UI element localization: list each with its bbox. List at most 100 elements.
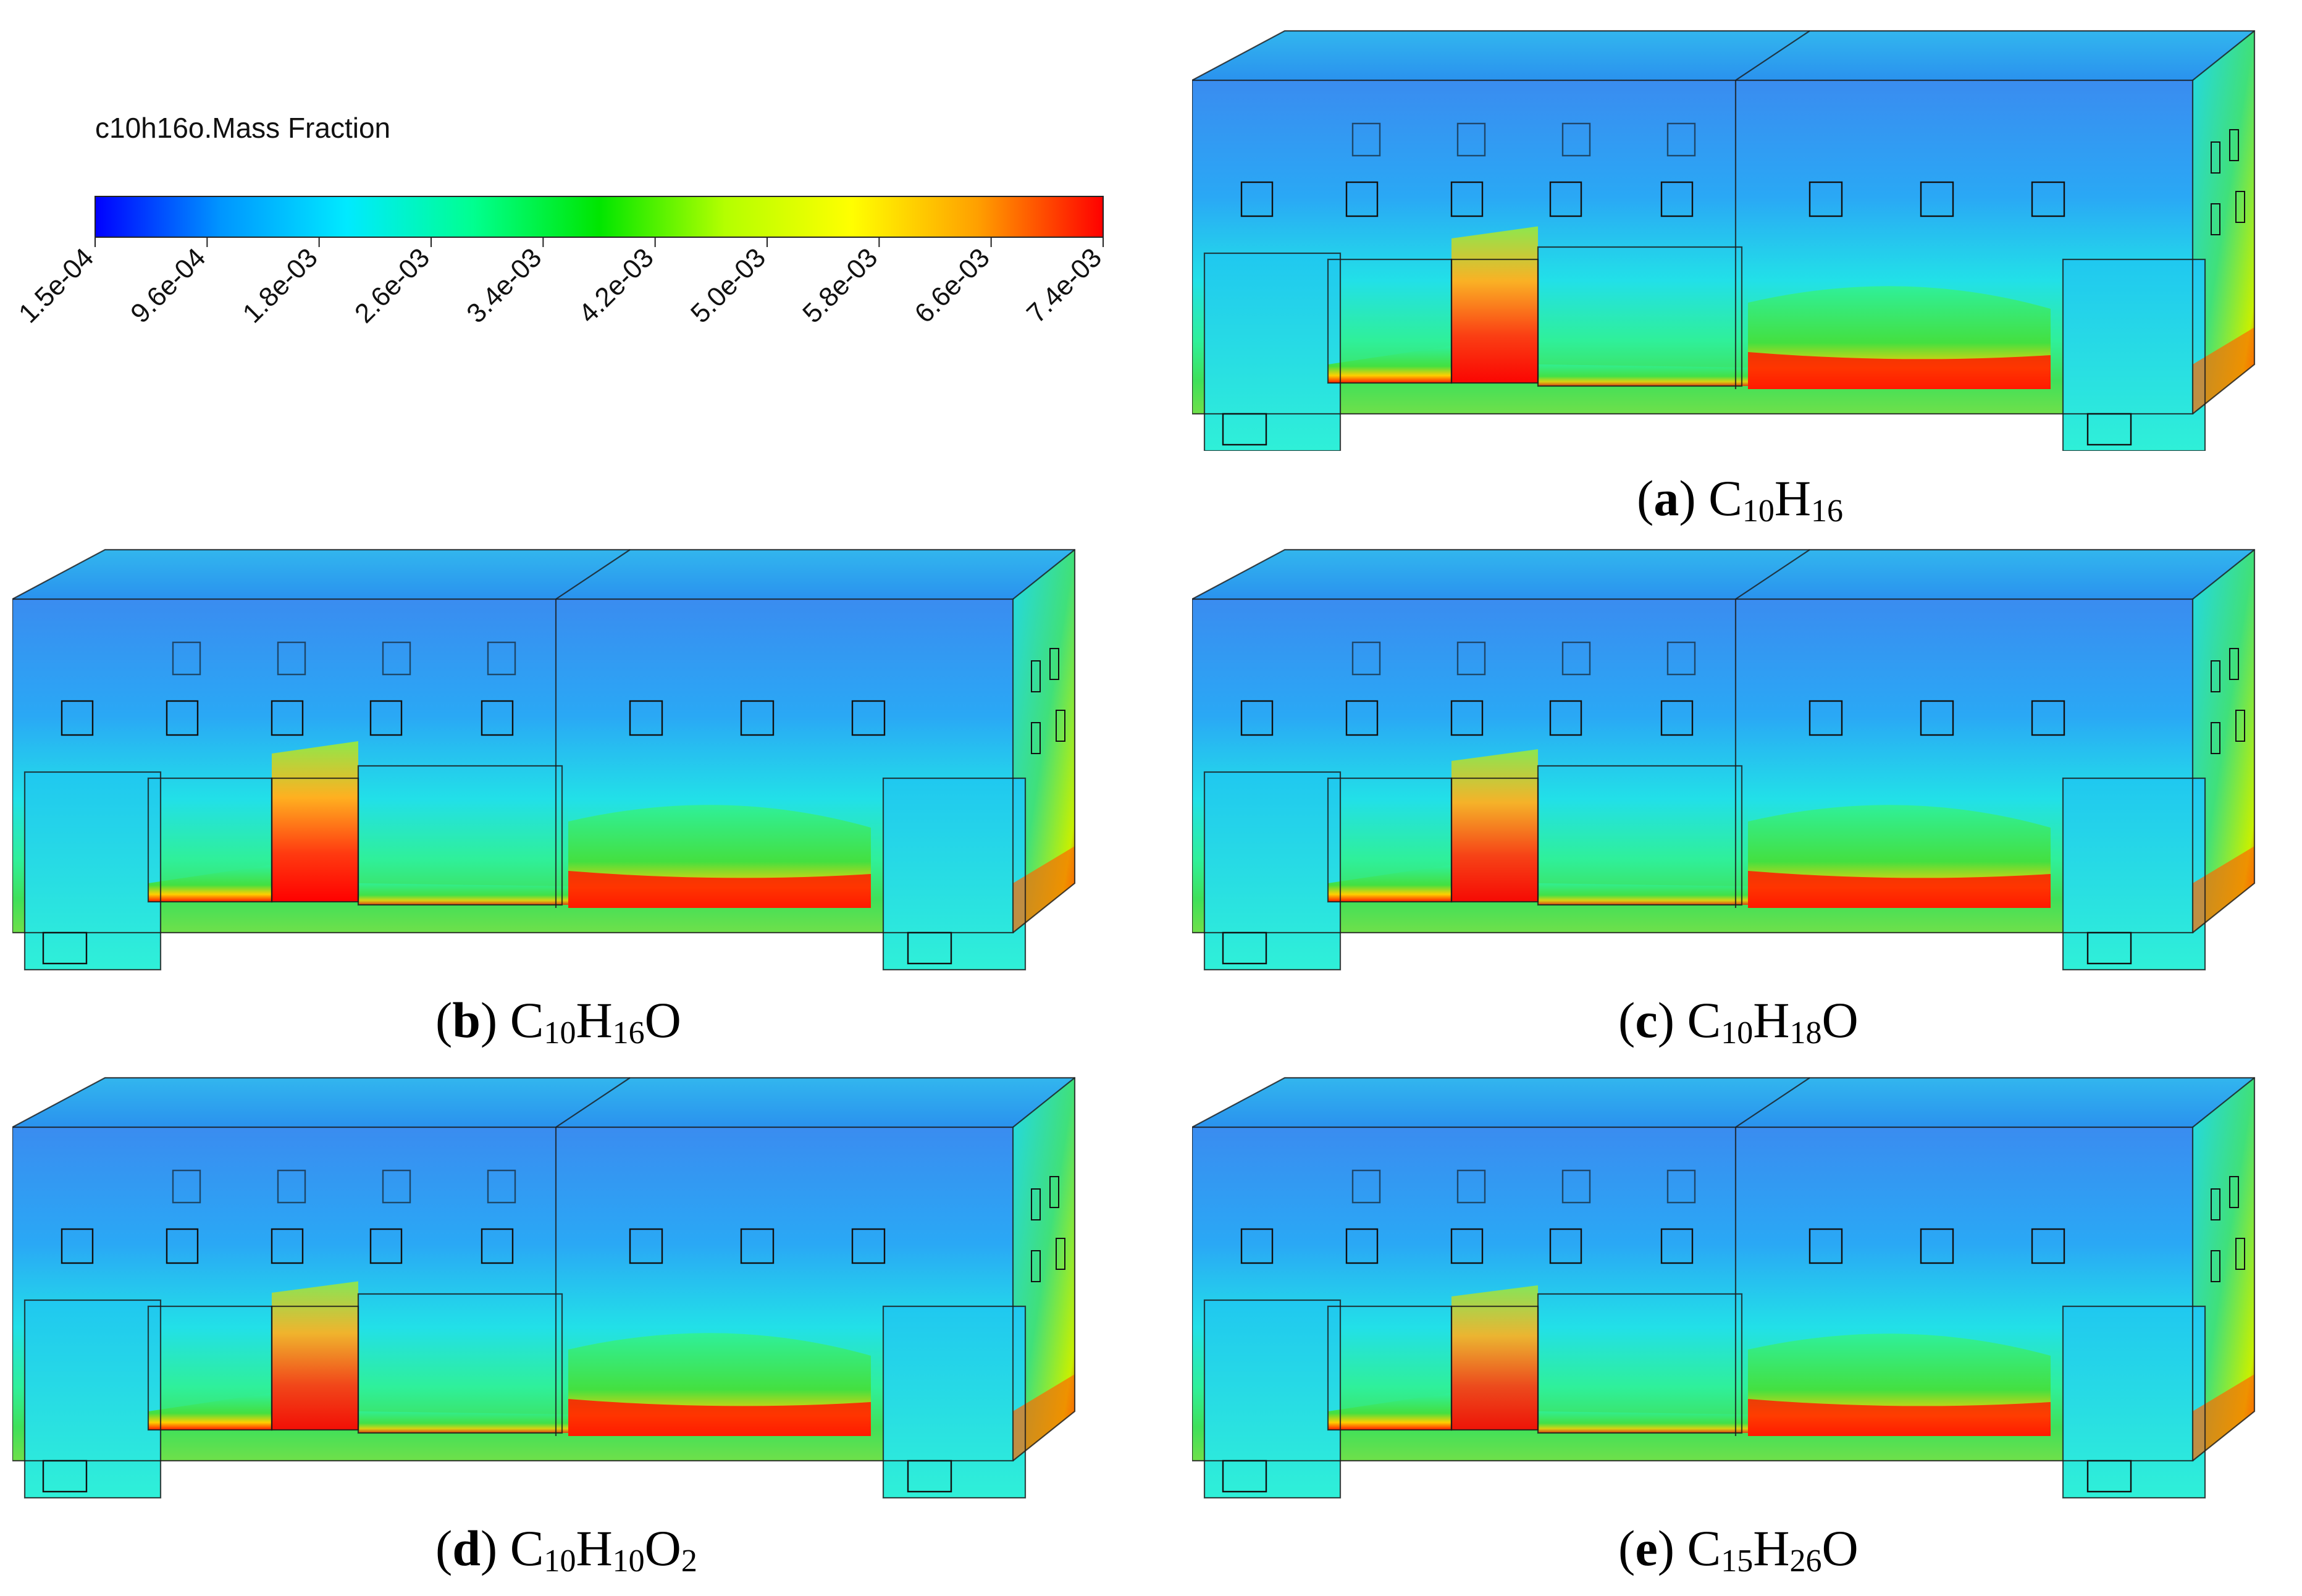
building-render-a [1192, 30, 2256, 451]
hot-floor-right [1748, 352, 2051, 389]
hot-zone-center [1451, 1285, 1538, 1430]
hot-side [2193, 1374, 2254, 1461]
door [1222, 931, 1267, 965]
side-window [2211, 722, 2220, 754]
colorbar-tick-label: 2.6e-03 [349, 242, 435, 329]
window [1920, 1228, 1954, 1264]
side-face [1013, 550, 1075, 933]
window [851, 700, 886, 736]
hot-zone-mid [1538, 883, 1748, 905]
caption-d: (d) C10H10O2 [435, 1520, 697, 1579]
window [851, 1228, 886, 1264]
hot-floor-right [1748, 1399, 2051, 1436]
window [1808, 700, 1843, 736]
hot-floor-right [568, 1399, 871, 1436]
door [2086, 1460, 2132, 1493]
window [1561, 1169, 1591, 1204]
building-render-c [1192, 548, 2256, 971]
window [382, 641, 411, 676]
color-legend: c10h16o.Mass Fraction 1.5e-04 9.6e-04 1.8e… [0, 0, 1174, 432]
window [1920, 181, 1954, 217]
window [1549, 1228, 1582, 1264]
window [1456, 1169, 1486, 1204]
door [1222, 413, 1267, 446]
building-render-e [1192, 1077, 2256, 1499]
window [1456, 122, 1486, 157]
panel-c [1192, 537, 2279, 982]
hot-side [2193, 327, 2254, 414]
window [172, 641, 201, 676]
window [61, 1228, 94, 1264]
caption-formula: C10H18O [1687, 992, 1859, 1051]
window [2031, 181, 2065, 217]
right-annex [2063, 778, 2205, 970]
window [487, 1169, 516, 1204]
window [1345, 700, 1379, 736]
colorbar-tick-label: 9.6e-04 [125, 242, 211, 329]
hot-zone-left [1328, 865, 1451, 902]
window [1666, 122, 1696, 157]
caption-e: (e) C15H26O [1618, 1520, 1859, 1579]
window [1456, 641, 1486, 676]
building-render-b [12, 548, 1076, 971]
door [907, 931, 952, 965]
window [1808, 1228, 1843, 1264]
window [1351, 1169, 1381, 1204]
right-annex [2063, 259, 2205, 451]
window [1920, 700, 1954, 736]
caption-formula: C15H26O [1687, 1520, 1859, 1579]
right-annex [883, 1306, 1025, 1498]
caption-c: (c) C10H18O [1618, 992, 1859, 1051]
window [61, 700, 94, 736]
side-window [1031, 660, 1041, 692]
hot-side [2193, 846, 2254, 933]
door [2086, 931, 2132, 965]
colorbar-tick-label: 5.8e-03 [797, 242, 883, 329]
hot-zone-center [272, 1281, 358, 1430]
window [369, 1228, 403, 1264]
caption-letter: d [452, 1520, 481, 1576]
hot-zone-center [1451, 749, 1538, 902]
side-window [1056, 1238, 1065, 1270]
colorbar-tick-label: 1.8e-03 [237, 242, 324, 329]
colorbar-tick-label: 7.4e-03 [1021, 242, 1107, 329]
side-window [2235, 191, 2245, 223]
caption-letter: a [1653, 470, 1679, 526]
colorbar-tick-label: 1.5e-04 [13, 242, 99, 329]
window [481, 700, 514, 736]
hot-zone-left [148, 1393, 272, 1430]
window [629, 1228, 663, 1264]
window [1666, 641, 1696, 676]
caption-formula: C10H16O [510, 992, 681, 1051]
window [277, 641, 306, 676]
colorbar-tick-label: 3.4e-03 [461, 242, 547, 329]
window [1240, 700, 1274, 736]
window [1549, 700, 1582, 736]
window [1450, 700, 1484, 736]
side-window [1049, 648, 1059, 680]
window [1450, 181, 1484, 217]
side-window [1031, 1188, 1041, 1220]
window [1666, 1169, 1696, 1204]
caption-a: (a) C10H16 [1637, 470, 1844, 529]
panel-b [12, 537, 1099, 982]
caption-b: (b) C10H16O [435, 992, 681, 1051]
side-face [2193, 31, 2254, 414]
window [1240, 181, 1274, 217]
colorbar-tick-label: 6.6e-03 [909, 242, 996, 329]
window [1240, 1228, 1274, 1264]
side-window [2211, 660, 2220, 692]
caption-formula: C10H10O2 [510, 1520, 697, 1579]
roof-face [1192, 1078, 2254, 1127]
window [1345, 181, 1379, 217]
hot-zone-left [1328, 346, 1451, 383]
roof-face [12, 550, 1075, 599]
side-window [2235, 710, 2245, 742]
window [172, 1169, 201, 1204]
hot-zone-center [272, 741, 358, 902]
window [166, 1228, 199, 1264]
legend-colorbar: 1.5e-04 9.6e-04 1.8e-03 2.6e-03 3.4e-03 4.2e-… [13, 196, 1107, 329]
window [1660, 181, 1694, 217]
side-window [2211, 1250, 2220, 1282]
window [1808, 181, 1843, 217]
